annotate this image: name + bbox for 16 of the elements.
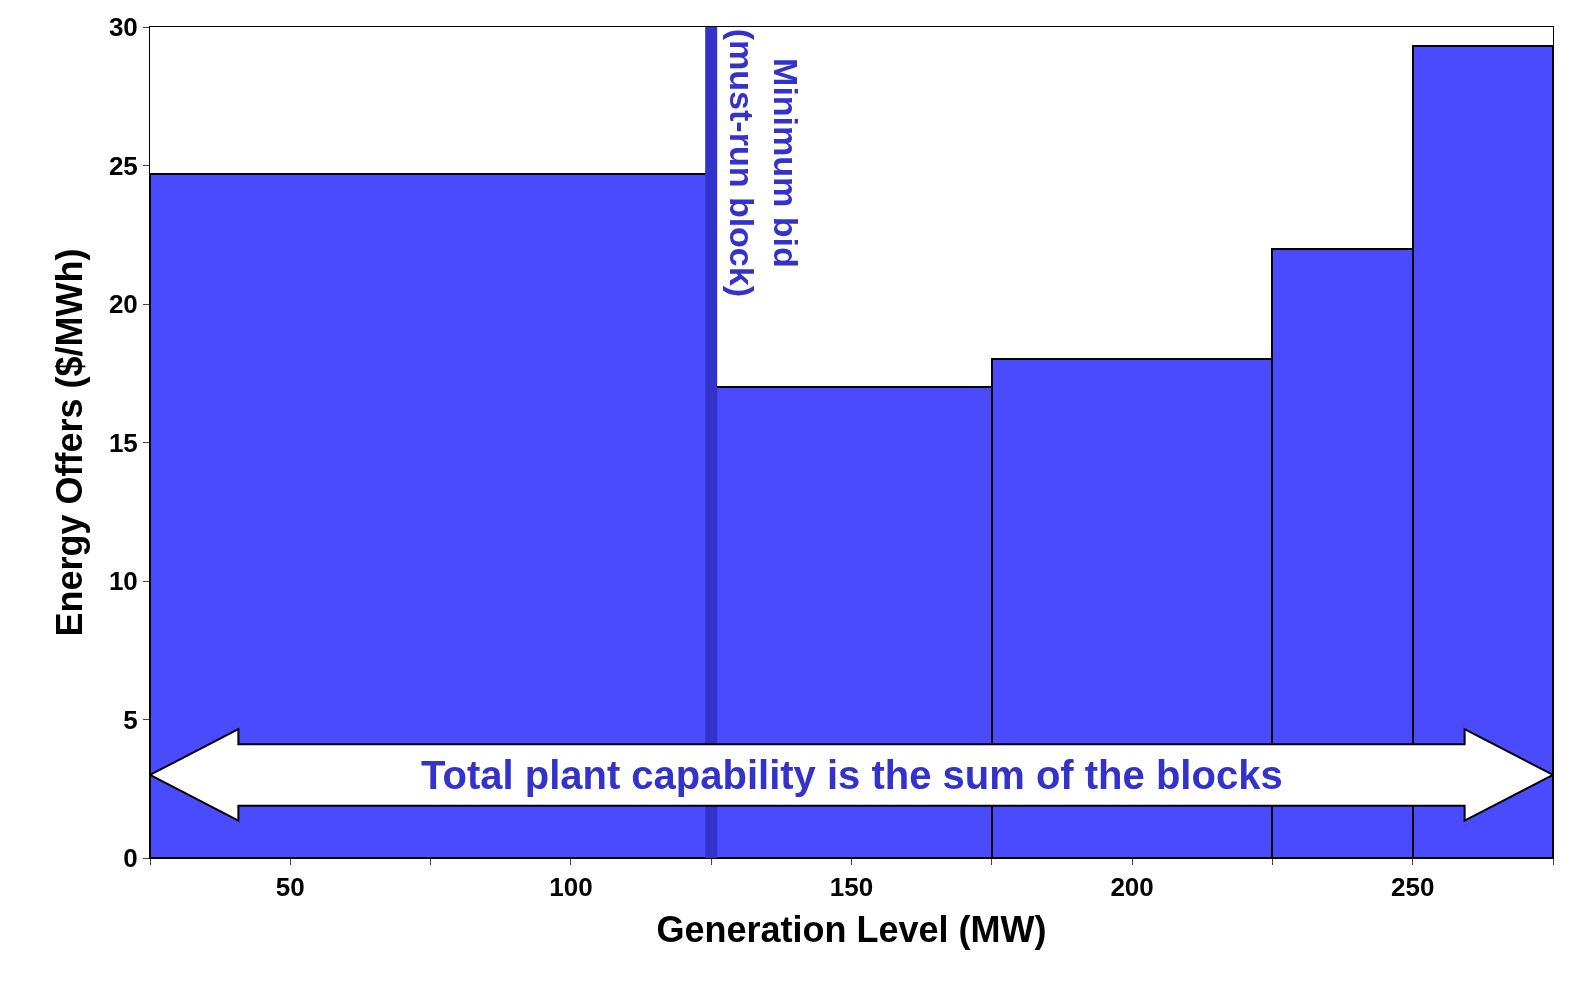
x-tick-label: 100 (549, 872, 593, 903)
x-tick-label: 200 (1110, 872, 1154, 903)
x-tick-label: 250 (1391, 872, 1435, 903)
y-tick-label: 25 (108, 150, 138, 181)
y-tick-label: 5 (123, 704, 138, 735)
y-tick-label: 20 (108, 289, 138, 320)
y-axis-title: Energy Offers ($/MWh) (48, 248, 90, 637)
y-tick-label: 0 (123, 843, 138, 874)
ref-line-label: Minimum bid (must-run block) (723, 28, 806, 298)
y-tick-label: 15 (108, 427, 138, 458)
x-tick-label: 50 (275, 872, 305, 903)
y-tick-label: 30 (108, 12, 138, 43)
y-tick-label: 10 (108, 566, 138, 597)
annotation: Total plant capability is the sum of the blocks (421, 753, 1283, 797)
x-tick-label: 150 (829, 872, 874, 903)
x-axis-title: Generation Level (MW) (656, 908, 1047, 950)
